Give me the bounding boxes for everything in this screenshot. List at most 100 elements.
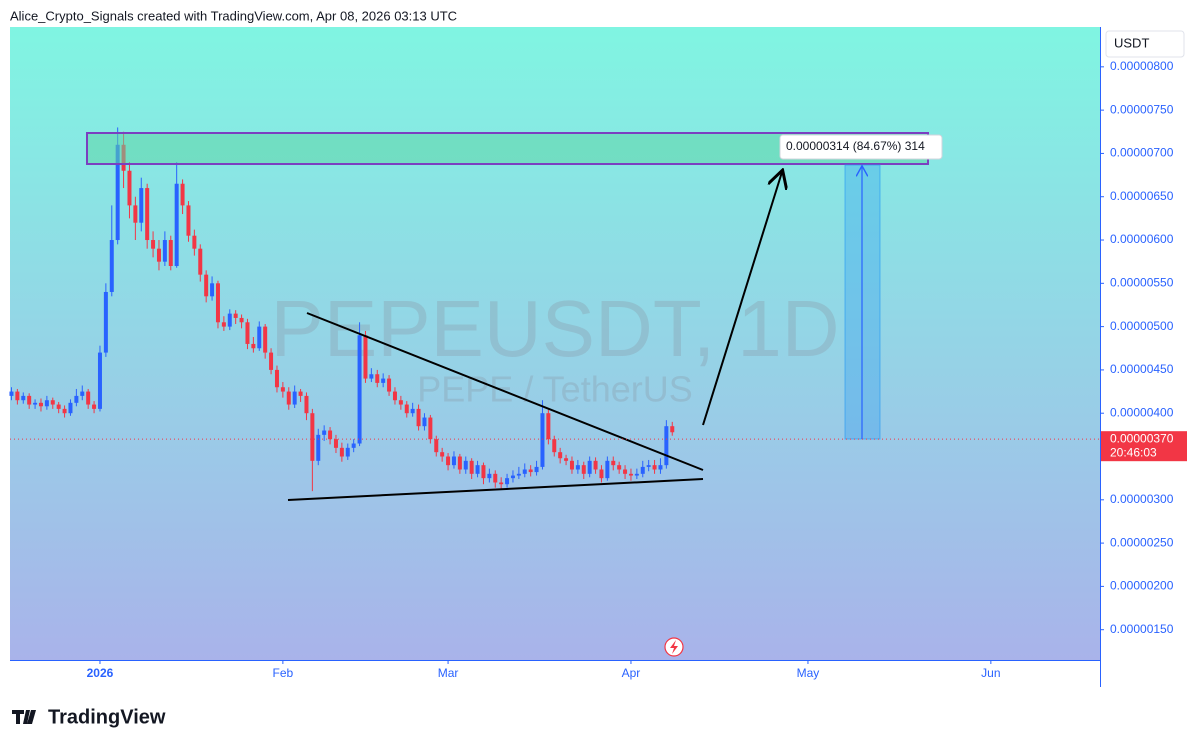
candle-body [457,456,462,470]
candle-body [369,374,374,379]
x-tick-label: Jun [981,666,1000,680]
candle-body [658,465,663,470]
candle-body [381,378,386,383]
y-tick-label: 0.00000600 [1110,232,1174,246]
candle-body [38,402,43,407]
candle-body [298,391,303,396]
candle-body [546,413,551,440]
candle-body [210,283,215,297]
candle-body [97,352,102,409]
candle-body [505,478,510,485]
candle-body [233,313,238,318]
candle-body [221,322,226,327]
candle-body [670,426,675,433]
candle-body [227,313,232,327]
measure-label: 0.00000314 (84.67%) 314 [786,139,925,153]
currency: USDT [1114,35,1149,50]
countdown: 20:46:03 [1110,445,1157,459]
candle-body [522,469,527,474]
candle-body [316,434,321,461]
candle-body [581,465,586,474]
candle-body [593,460,598,470]
candle-body [387,378,392,392]
candle-body [139,188,144,223]
candle-body [322,430,327,435]
last-price-label: 0.00000370 [1110,431,1174,445]
candle-body [74,395,79,403]
candle-body [623,469,628,474]
trendline-lower [287,478,704,501]
candle-body [333,439,338,448]
candle-body [440,452,445,457]
candle-body [375,374,380,383]
logo: TradingView [12,706,166,728]
candle-body [257,326,262,349]
x-tick-label: Feb [273,666,294,680]
candle-body [328,430,333,440]
candle-body [611,460,616,466]
candle-body [534,466,539,473]
candle-body [646,465,651,467]
y-tick-label: 0.00000150 [1110,622,1174,636]
candle-body [587,460,592,474]
candle-body [145,188,150,241]
series [9,127,675,492]
candle-body [133,205,138,223]
candle-body [263,326,268,353]
candle-body [9,391,14,396]
candle-body [640,466,645,474]
candle-body [357,335,362,444]
candle-body [493,473,498,483]
y-tick-label: 0.00000700 [1110,146,1174,160]
candle-body [68,402,73,414]
candle-body [416,408,421,427]
candle-body [251,343,256,349]
candle-body [15,391,20,401]
candle-body [434,439,439,453]
candle-body [552,439,557,453]
candle-body [280,387,285,392]
event-icon-bolt [670,640,678,654]
candle-body [50,400,55,405]
candle-body [605,460,610,479]
candle-body [528,469,533,473]
watermark-subtitle: PEPE / TetherUS [417,369,692,410]
candle-body [351,443,356,448]
projection-arrow [702,172,782,426]
candle-body [62,408,67,414]
trendline-upper [306,312,704,471]
candle-body [245,322,250,344]
candle-body [56,404,61,409]
candle-body [286,391,291,405]
currency-button[interactable] [1105,30,1185,58]
y-tick-label: 0.00000400 [1110,405,1174,419]
x-tick-label: Mar [438,666,459,680]
y-tick-label: 0.00000550 [1110,275,1174,289]
last-price-tag [1101,431,1187,462]
logo-icon [12,710,36,724]
candle-body [44,400,49,407]
candle-body [392,391,397,401]
y-tick-label: 0.00000750 [1110,102,1174,116]
candle-body [481,465,486,479]
candle-body [617,465,622,470]
candle-body [292,391,297,405]
candle-body [304,395,309,414]
candle-body [115,144,120,241]
candle-body [428,417,433,440]
candle-body [151,240,156,249]
candle-body [469,460,474,474]
candle-body [310,413,315,461]
candle-body [27,395,32,405]
candle-body [186,205,191,236]
y-tick-label: 0.00000650 [1110,189,1174,203]
candle-body [398,400,403,405]
candle-body [499,482,504,485]
candle-body [86,391,91,405]
y-tick-label: 0.00000800 [1110,59,1174,73]
candle-body [410,408,415,414]
candle-body [463,460,468,470]
candle-body [404,404,409,414]
candle-body [80,391,85,396]
